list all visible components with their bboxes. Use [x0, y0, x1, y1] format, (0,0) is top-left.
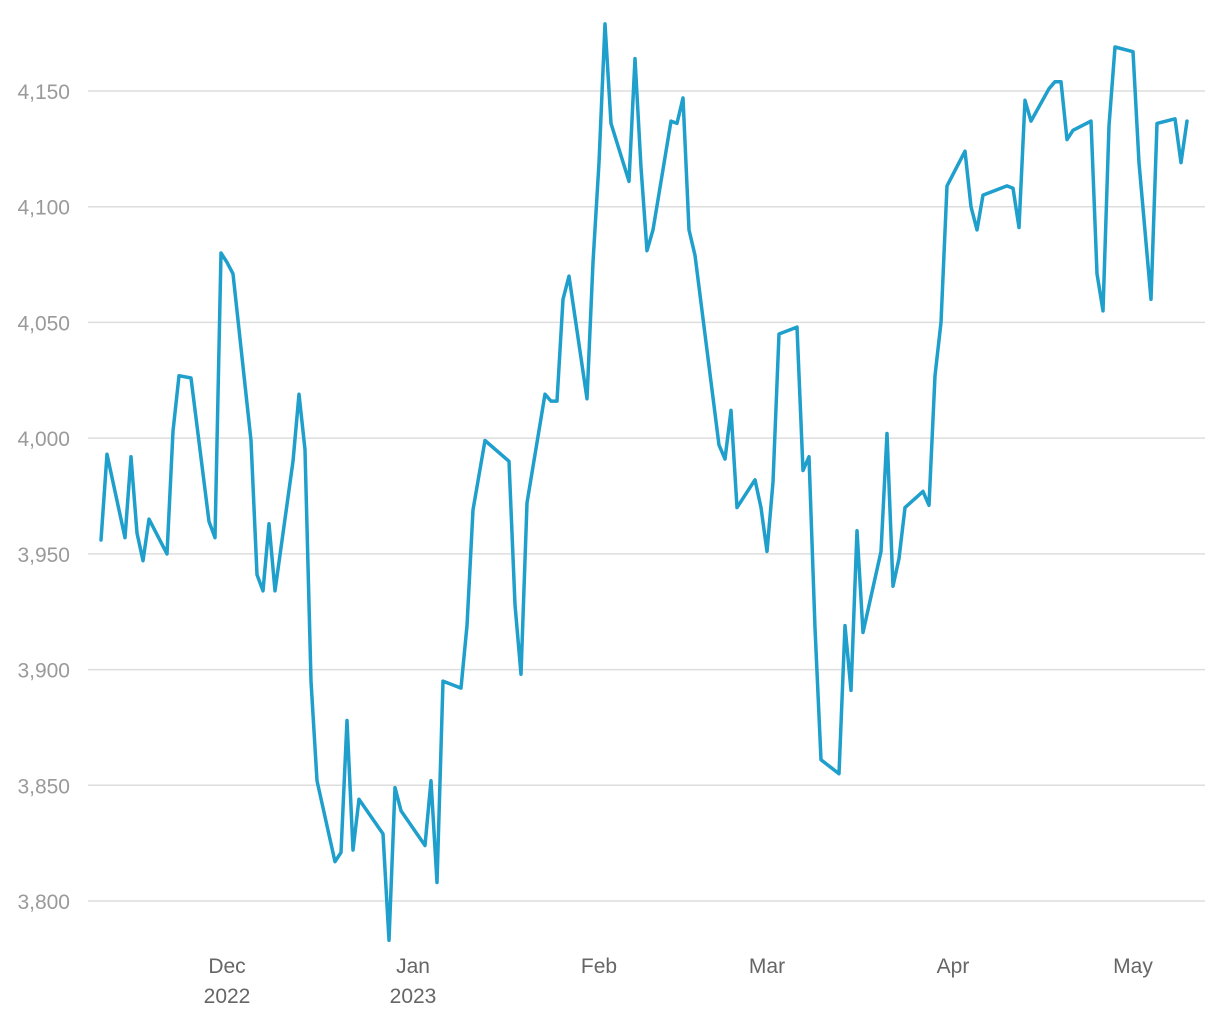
series-layer: [99, 22, 1189, 943]
x-axis-tick-labels: Dec 2022 Jan 2023 Feb Mar Apr May: [204, 955, 1154, 1008]
series-line: [99, 22, 1189, 943]
y-tick-label: 3,850: [17, 775, 70, 798]
x-tick-label: Dec: [208, 955, 245, 978]
y-tick-label: 3,950: [17, 544, 70, 567]
y-axis-tick-labels: 3,800 3,850 3,900 3,950 4,000 4,050 4,100 4,150: [17, 81, 70, 914]
gridlines: [88, 90, 1205, 902]
y-tick-label: 3,800: [17, 891, 70, 914]
y-tick-label: 3,900: [17, 660, 70, 683]
y-tick-label: 4,150: [17, 81, 70, 104]
y-tick-label: 4,000: [17, 428, 70, 451]
y-tick-label: 4,050: [17, 312, 70, 335]
x-tick-year-label: 2023: [390, 985, 437, 1008]
x-tick-label: Mar: [749, 955, 785, 978]
x-tick-label: Jan: [396, 955, 430, 978]
x-tick-year-label: 2022: [204, 985, 251, 1008]
x-tick-label: Feb: [581, 955, 617, 978]
y-tick-label: 4,100: [17, 197, 70, 220]
x-tick-label: Apr: [937, 955, 970, 978]
x-tick-label: May: [1113, 955, 1153, 978]
